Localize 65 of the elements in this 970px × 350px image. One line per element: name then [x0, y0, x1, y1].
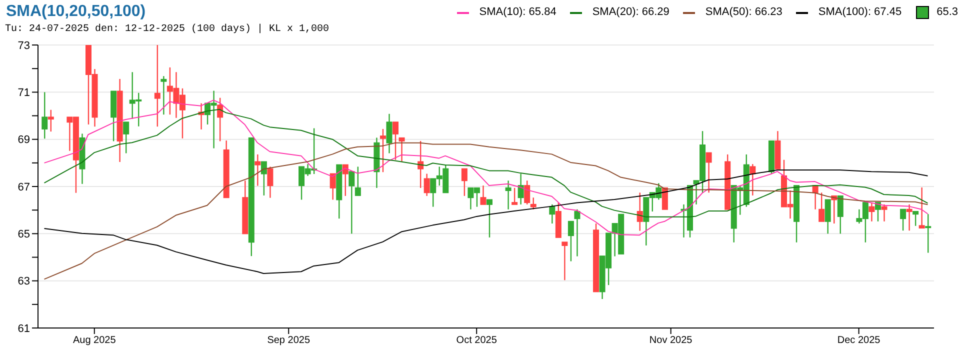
candlestick [512, 187, 518, 206]
legend-label: 65.3 [936, 6, 958, 18]
candlestick [562, 242, 568, 281]
candlestick [549, 204, 556, 224]
candlestick [518, 173, 524, 206]
candlestick [480, 184, 486, 206]
x-tick-label: Dec 2025 [837, 335, 881, 346]
candlestick [160, 76, 167, 116]
candlestick [486, 199, 492, 238]
x-tick-label: Aug 2025 [72, 335, 116, 346]
candlestick [706, 152, 712, 194]
candlestick [48, 109, 54, 132]
candlestick [348, 171, 355, 234]
x-tick-label: Oct 2025 [456, 335, 498, 346]
y-tick-label: 61 [18, 322, 30, 335]
candlestick [392, 122, 399, 160]
y-tick-label: 65 [18, 228, 30, 241]
candlestick [524, 180, 530, 206]
candlestick [750, 163, 756, 196]
candlestick [906, 204, 912, 232]
candlestick [42, 92, 48, 140]
candlestick [874, 202, 881, 222]
y-tick-label: 73 [18, 40, 30, 52]
legend-label: SMA(20): 66.29 [591, 6, 670, 18]
chart-title: SMA(10,20,50,100) [6, 3, 146, 21]
candlestick [530, 196, 536, 210]
candlestick [386, 113, 392, 154]
candlestick [154, 45, 160, 128]
candlestick [881, 204, 888, 222]
candlestick [900, 208, 906, 232]
candlestick [424, 173, 430, 197]
candlestick [461, 168, 468, 197]
x-tick-label: Sep 2025 [267, 335, 310, 346]
candlestick [418, 140, 424, 189]
candlestick [380, 128, 386, 173]
legend-label: SMA(50): 66.23 [704, 6, 782, 18]
legend-label: SMA(10): 65.84 [478, 6, 556, 18]
line-series [44, 142, 928, 280]
candlestick [818, 192, 825, 222]
candlestick [574, 208, 580, 257]
y-tick-label: 71 [18, 87, 30, 100]
y-tick-label: 69 [18, 134, 30, 146]
candlestick [918, 186, 925, 229]
candlestick [837, 195, 844, 234]
candlestick [254, 154, 261, 186]
y-tick-label: 67 [18, 181, 30, 194]
candlestick [925, 213, 932, 254]
candlestick [912, 210, 919, 226]
x-tick-label: Nov 2025 [649, 335, 693, 346]
candlestick [568, 220, 574, 262]
candlestick [505, 180, 512, 210]
candlestick [123, 122, 130, 154]
candlestick [267, 166, 274, 198]
chart-subtitle: Tu: 24-07-2025 den: 12-12-2025 (100 days) | KL x 1,000 [5, 24, 330, 35]
candlestick [868, 202, 875, 222]
candlestick [354, 166, 361, 196]
candlestick [217, 97, 224, 142]
candlestick [342, 164, 348, 197]
legend-label: SMA(100): 67.45 [817, 6, 902, 18]
candlestick [398, 137, 405, 163]
candlestick [824, 199, 831, 234]
y-tick-label: 63 [18, 276, 30, 288]
candlestick [260, 161, 267, 196]
candlestick [330, 173, 336, 200]
candlestick [636, 192, 643, 232]
